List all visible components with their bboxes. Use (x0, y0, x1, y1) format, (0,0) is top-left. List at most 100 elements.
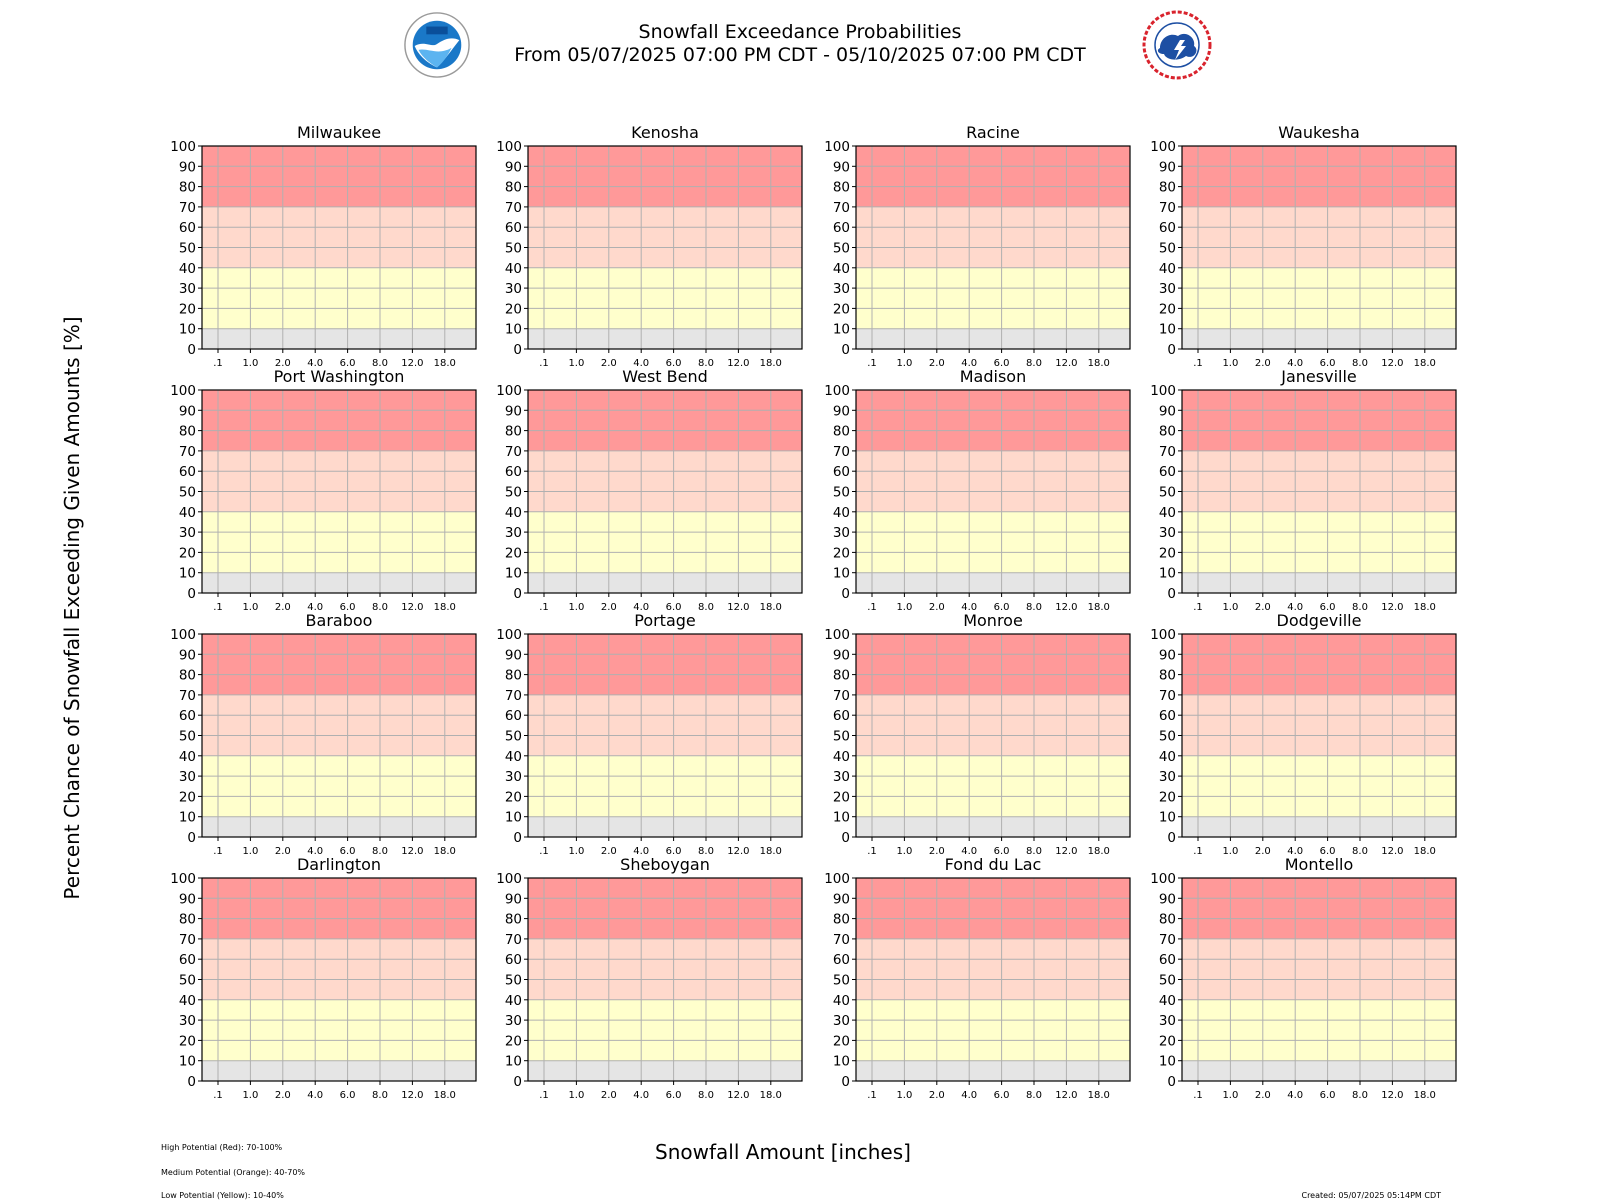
x-tick-label: 8.0 (1026, 846, 1042, 857)
x-tick-label: 2.0 (275, 846, 291, 857)
y-tick-label: 80 (833, 668, 850, 684)
y-tick-label: 20 (179, 545, 196, 561)
panel-title: West Bend (622, 367, 708, 386)
panel-frame (855, 145, 1131, 350)
y-tick-label: 80 (1159, 424, 1176, 440)
chart-subtitle: From 05/07/2025 07:00 PM CDT - 05/10/202… (514, 44, 1086, 66)
x-tick-label: 18.0 (434, 1090, 456, 1101)
y-tick-label: 40 (833, 505, 850, 521)
y-tick-label: 0 (1167, 342, 1176, 358)
panel-title: Sheboygan (620, 855, 710, 874)
x-tick-label: 6.0 (994, 358, 1010, 369)
x-tick-label: 18.0 (760, 846, 782, 857)
x-tick-label: 4.0 (307, 846, 323, 857)
band-low (528, 755, 802, 817)
y-tick-label: 40 (1159, 261, 1176, 277)
x-tick-label: 18.0 (1414, 846, 1436, 857)
y-tick-label: 0 (1167, 586, 1176, 602)
panel-milwaukee: 0 10 20 30 40 50 60 70 80 90 100 .1 1.0 2.0 4.0 6.0 8.0 1… (170, 123, 477, 369)
y-tick-label: 60 (1159, 952, 1176, 968)
panel-frame (201, 877, 477, 1082)
y-tick-label: 30 (1159, 281, 1176, 297)
x-tick-label: 8.0 (1352, 1090, 1368, 1101)
y-tick-label: 0 (841, 830, 850, 846)
panel-frame (201, 633, 477, 838)
y-tick-label: 40 (179, 261, 196, 277)
x-tick-label: 18.0 (1414, 1090, 1436, 1101)
band-medium (1182, 694, 1456, 756)
band-high (528, 146, 802, 207)
x-tick-label: 4.0 (633, 846, 649, 857)
x-tick-label: 1.0 (242, 358, 258, 369)
x-tick-label: 8.0 (698, 1090, 714, 1101)
y-tick-label: 30 (505, 1013, 522, 1029)
y-tick-label: 40 (505, 261, 522, 277)
band-low (202, 999, 476, 1061)
x-tick-label: 8.0 (372, 358, 388, 369)
x-tick-label: .1 (539, 1090, 549, 1101)
y-tick-label: 60 (833, 952, 850, 968)
y-tick-label: 70 (833, 200, 850, 216)
y-tick-label: 60 (505, 464, 522, 480)
y-tick-label: 70 (1159, 200, 1176, 216)
x-tick-label: .1 (1193, 846, 1203, 857)
y-tick-label: 50 (179, 973, 196, 989)
y-tick-label: 80 (505, 668, 522, 684)
x-tick-label: 8.0 (372, 602, 388, 613)
band-low (528, 511, 802, 573)
x-tick-label: 6.0 (340, 1090, 356, 1101)
x-tick-label: 18.0 (434, 602, 456, 613)
band-low (856, 267, 1130, 329)
y-tick-label: 100 (824, 139, 850, 155)
y-tick-label: 70 (179, 444, 196, 460)
band-high (202, 390, 476, 451)
y-tick-label: 70 (505, 688, 522, 704)
band-medium (856, 694, 1130, 756)
x-tick-label: 2.0 (1255, 1090, 1271, 1101)
band-medium (1182, 938, 1456, 1000)
y-tick-label: 0 (513, 1074, 522, 1090)
y-tick-label: 40 (179, 993, 196, 1009)
y-tick-label: 0 (187, 830, 196, 846)
panel-frame (1181, 877, 1457, 1082)
y-tick-label: 10 (833, 1054, 850, 1070)
panel-frame (855, 389, 1131, 594)
y-tick-label: 40 (833, 749, 850, 765)
y-tick-label: 90 (833, 647, 850, 663)
y-tick-label: 20 (833, 301, 850, 317)
x-tick-label: 12.0 (401, 358, 423, 369)
y-tick-label: 80 (1159, 180, 1176, 196)
band-minimal (1182, 572, 1456, 593)
y-tick-label: 100 (496, 383, 522, 399)
y-tick-label: 90 (1159, 647, 1176, 663)
x-tick-label: 4.0 (961, 358, 977, 369)
y-tick-label: 40 (505, 505, 522, 521)
x-tick-label: 4.0 (1287, 358, 1303, 369)
y-tick-label: 60 (505, 708, 522, 724)
x-tick-label: 2.0 (1255, 358, 1271, 369)
x-tick-label: 12.0 (401, 1090, 423, 1101)
y-tick-label: 90 (179, 647, 196, 663)
x-tick-label: 1.0 (896, 602, 912, 613)
x-tick-label: 12.0 (1055, 846, 1077, 857)
x-tick-label: 4.0 (1287, 846, 1303, 857)
band-low (528, 999, 802, 1061)
x-tick-label: 6.0 (666, 846, 682, 857)
x-tick-label: 6.0 (994, 602, 1010, 613)
y-tick-label: 90 (1159, 403, 1176, 419)
x-tick-label: 18.0 (760, 358, 782, 369)
band-low (202, 511, 476, 573)
panel-title: Portage (634, 611, 696, 630)
y-tick-label: 30 (1159, 525, 1176, 541)
band-medium (528, 450, 802, 512)
panel-montello: 0 10 20 30 40 50 60 70 80 90 100 .1 1.0 2.0 4.0 6.0 8.0 1… (1150, 855, 1457, 1101)
y-tick-label: 80 (833, 912, 850, 928)
y-tick-label: 40 (1159, 749, 1176, 765)
band-minimal (1182, 816, 1456, 837)
x-tick-label: 4.0 (633, 358, 649, 369)
y-tick-label: 0 (513, 342, 522, 358)
y-tick-label: 10 (1159, 810, 1176, 826)
y-tick-label: 100 (1150, 871, 1176, 887)
y-tick-label: 30 (179, 281, 196, 297)
y-tick-label: 0 (187, 342, 196, 358)
